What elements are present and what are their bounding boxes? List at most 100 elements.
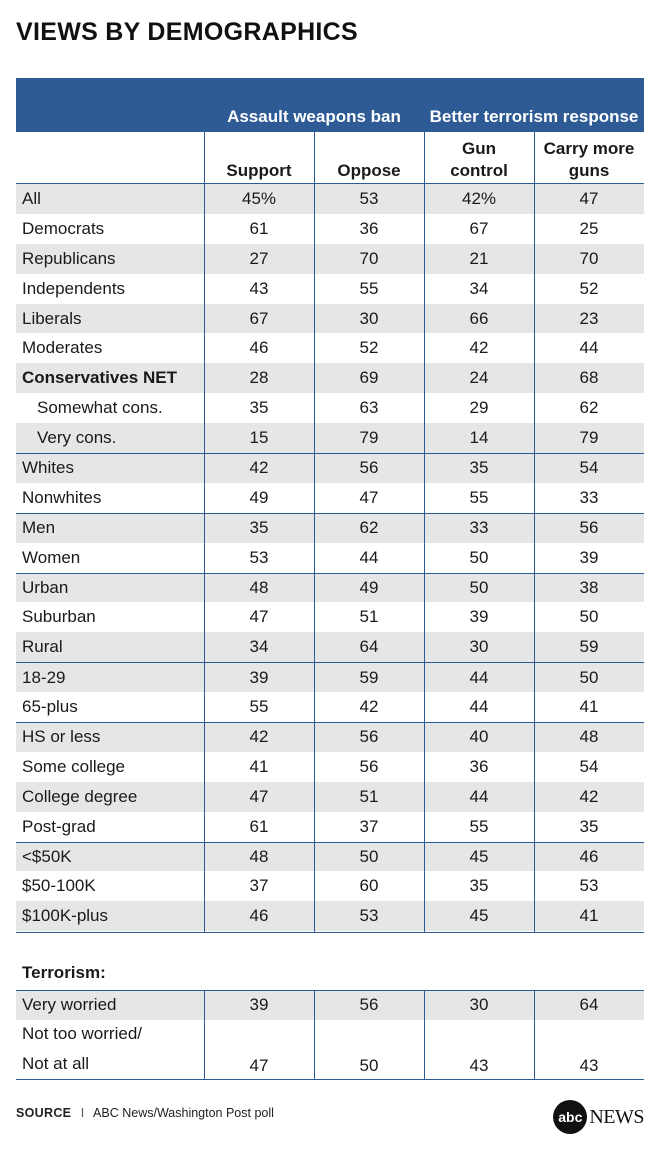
cell-value: 47 [249,607,269,627]
column-divider [424,132,425,932]
cell-value: 42 [359,697,379,717]
row-label: $50-100K [22,876,96,896]
page-title: VIEWS BY DEMOGRAPHICS [16,18,358,46]
table-row: Moderates 46 52 42 44 [16,333,644,363]
source-label: SOURCE [16,1106,72,1120]
cell-value: 23 [579,308,599,328]
cell-value: 48 [579,727,599,747]
table-row: 18-29 39 59 44 50 [16,662,644,693]
table-row: Not too worried/ Not at all 47 50 43 43 [16,1020,644,1080]
cell-value: 30 [359,308,379,328]
table-row: Nonwhites 49 47 55 33 [16,483,644,513]
source-note: SOURCE I ABC News/Washington Post poll [16,1106,274,1120]
group-header-better-terrorism-response: Better terrorism response [429,107,639,126]
cell-value: 46 [249,906,269,926]
cell-value: 44 [579,338,599,358]
cell-value: 50 [469,578,489,598]
row-label: Liberals [22,308,82,328]
abc-logo-mark: abc [553,1100,588,1134]
cell-value: 33 [579,487,599,507]
table-row: <$50K 48 50 45 46 [16,841,644,872]
row-label: Independents [22,278,126,298]
table-body: All 45% 53 42% 47 Democrats 61 36 67 25 Republican… [16,184,644,932]
cell-value: 41 [579,697,599,717]
cell-value: 79 [359,428,379,448]
cell-value: 35 [469,458,489,478]
cell-value: 42% [461,188,497,208]
row-label: Rural [22,637,63,657]
cell-value: 59 [359,667,379,687]
cell-value: 54 [579,756,599,776]
cell-value: 52 [359,338,379,358]
cell-value: 36 [359,218,379,238]
cell-value: 61 [249,218,269,238]
cell-value: 56 [579,518,599,538]
cell-value: 53 [579,876,599,896]
cell-value: 56 [359,458,379,478]
cell-value: 50 [579,667,599,687]
row-label: $100K-plus [22,906,109,926]
column-header-carry-more-guns: Carry more guns [543,139,635,180]
cell-value: 21 [469,248,489,268]
column-divider [204,132,205,932]
table-row: 65-plus 55 42 44 41 [16,692,644,722]
column-divider [204,990,205,1080]
row-label: Very worried [22,995,117,1015]
cell-value: 39 [469,607,489,627]
cell-value: 63 [359,398,379,418]
logo-news-text: NEWS [589,1105,644,1128]
row-label: Urban [22,578,69,598]
cell-value: 35 [579,816,599,836]
terrorism-section-heading: Terrorism: [22,963,106,982]
table-row: College degree 47 51 44 42 [16,781,644,812]
row-label: 65-plus [22,697,78,717]
table-row: Urban 48 49 50 38 [16,572,644,603]
cell-value: 46 [249,338,269,358]
cell-value: 45 [469,847,489,867]
table-row: Very worried 39 56 30 64 [16,990,644,1020]
cell-value: 28 [249,368,269,388]
table-row: $50-100K 37 60 35 53 [16,871,644,901]
cell-value: 40 [469,727,489,747]
cell-value: 47 [579,188,599,208]
row-label: Not too worried/ Not at all [22,1020,142,1079]
cell-value: 46 [579,847,599,867]
cell-value: 39 [579,547,599,567]
cell-value: 29 [469,398,489,418]
cell-value: 45% [241,188,277,208]
row-label: 18-29 [22,667,66,687]
row-label-line: Not at all [22,1054,90,1074]
table-row: HS or less 42 56 40 48 [16,722,644,752]
cell-value: 50 [359,1055,379,1075]
cell-value: 43 [249,278,269,298]
cell-value: 50 [359,847,379,867]
source-separator: I [80,1106,85,1120]
cell-value: 35 [249,398,269,418]
row-label: Suburban [22,607,96,627]
cell-value: 45 [469,906,489,926]
row-label: Post-grad [22,816,96,836]
cell-value: 64 [579,995,599,1015]
cell-value: 34 [249,637,269,657]
cell-value: 47 [249,1055,269,1075]
cell-value: 36 [469,756,489,776]
table-row: Conservatives NET 28 69 24 68 [16,363,644,394]
cell-value: 49 [359,578,379,598]
cell-value: 51 [359,786,379,806]
cell-value: 44 [469,667,489,687]
cell-value: 24 [469,368,489,388]
cell-value: 54 [579,458,599,478]
cell-value: 30 [469,995,489,1015]
group-header-assault-weapons-ban: Assault weapons ban [227,107,401,126]
cell-value: 37 [359,816,379,836]
cell-value: 68 [579,368,599,388]
cell-value: 79 [579,428,599,448]
cell-value: 39 [249,995,269,1015]
cell-value: 66 [469,308,489,328]
table-row: All 45% 53 42% 47 [16,184,644,214]
cell-value: 62 [359,518,379,538]
column-headers: Support Oppose Gun control Carry more gu… [16,132,644,184]
table-row: Suburban 47 51 39 50 [16,602,644,632]
cell-value: 53 [359,188,379,208]
cell-value: 55 [359,278,379,298]
